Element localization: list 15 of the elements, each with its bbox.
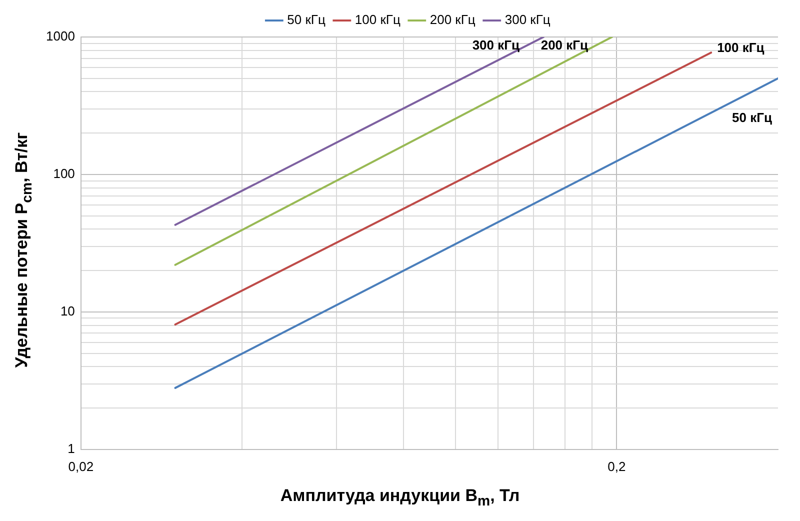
legend-label: 50 кГц — [287, 12, 326, 28]
x-tick-label: 0,02 — [68, 458, 94, 474]
y-tick-label: 1000 — [46, 28, 75, 44]
y-tick-label: 1 — [68, 440, 75, 456]
text: 300 кГц — [472, 38, 520, 53]
legend-label: 200 кГц — [430, 12, 476, 28]
y-tick-label: 10 — [60, 304, 75, 319]
x-tick-label: 0,2 — [608, 458, 626, 474]
text: 100 кГц — [717, 40, 764, 56]
legend-label: 100 кГц — [354, 12, 401, 28]
text: 200 кГц — [540, 38, 588, 53]
y-tick-label: 100 — [53, 166, 75, 182]
legend-label: 300 кГц — [504, 12, 551, 28]
x-axis-title: Амплитуда индукции B$_{m}$, Тл — [279, 486, 521, 510]
text: 50 кГц — [732, 110, 772, 125]
